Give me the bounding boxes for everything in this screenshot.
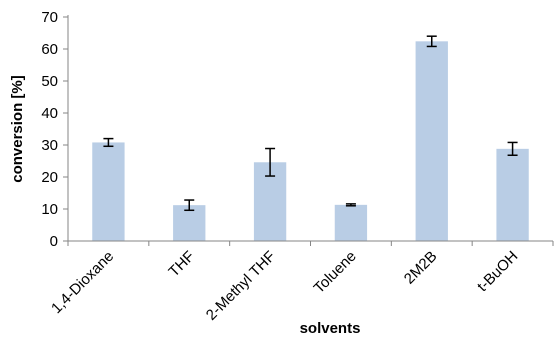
x-tick-label-0: 1,4-Dioxane — [48, 248, 117, 317]
y-tick-label-0: 0 — [50, 233, 58, 250]
x-tick-label-2: 2-Methyl THF — [203, 248, 279, 324]
x-tick-label-5: t-BuOH — [474, 248, 521, 295]
bar-4 — [415, 41, 448, 241]
y-tick-label-2: 20 — [41, 169, 58, 186]
y-tick-label-7: 70 — [41, 9, 58, 26]
y-tick-label-6: 60 — [41, 41, 58, 58]
error-bars-group — [103, 35, 518, 212]
bar-3 — [334, 204, 368, 241]
x-tick-labels: 1,4-Dioxane THF 2-Methyl THF Toluene 2M2B t-B… — [48, 248, 521, 324]
y-tick-labels: 0 10 20 30 40 50 60 70 — [41, 9, 58, 250]
y-tick-label-5: 50 — [41, 73, 58, 90]
x-tick-label-3: Toluene — [311, 248, 360, 297]
axes-group — [63, 15, 554, 246]
x-axis-title: solvents — [300, 320, 361, 337]
bar-1 — [173, 205, 206, 241]
y-axis-title: conversion [%] — [9, 75, 26, 183]
x-tick-label-1: THF — [165, 248, 198, 281]
bar-5 — [496, 148, 529, 241]
x-tick-label-4: 2M2B — [401, 248, 441, 288]
y-tick-label-1: 10 — [41, 201, 58, 218]
bars-group — [92, 41, 529, 241]
y-tick-label-4: 40 — [41, 105, 58, 122]
y-tick-label-3: 30 — [41, 137, 58, 154]
bar-0 — [92, 142, 125, 241]
